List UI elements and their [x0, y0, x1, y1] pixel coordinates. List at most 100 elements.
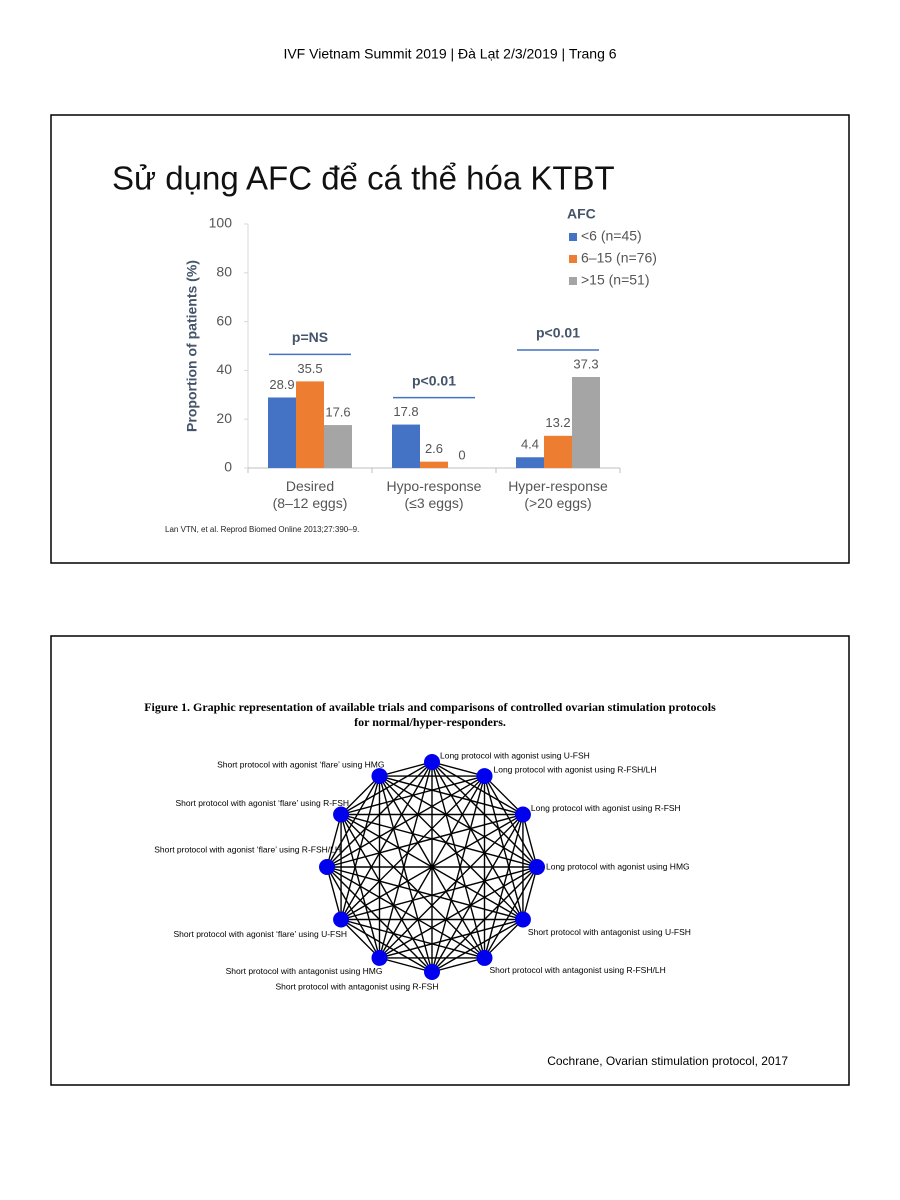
edge [431, 761, 485, 777]
edge [522, 814, 538, 868]
edge [340, 918, 433, 973]
edge [340, 775, 380, 815]
node-label: Long protocol with agonist using HMG [546, 861, 690, 871]
edge [431, 957, 485, 973]
node [371, 768, 388, 785]
annotation: p<0.01 [536, 325, 580, 341]
legend-label: 6–15 (n=76) [581, 250, 657, 266]
edge [326, 866, 524, 921]
edge [340, 814, 485, 959]
data-label: 37.3 [573, 356, 598, 371]
y-axis-label: Proportion of patients (%) [184, 260, 200, 432]
edge [378, 775, 433, 973]
slide-frame [50, 114, 850, 564]
node [514, 806, 531, 823]
y-tick-label: 20 [216, 410, 232, 426]
data-label: 13.2 [545, 415, 570, 430]
edge [340, 919, 380, 959]
node [319, 859, 335, 875]
node [333, 911, 350, 928]
data-label: 17.6 [325, 404, 350, 419]
x-tick-label: Hyper-response (>20 eggs) [508, 478, 608, 511]
edge [340, 813, 538, 868]
node-label: Short protocol with antagonist using R-F… [490, 965, 666, 975]
annotation: p<0.01 [412, 372, 456, 388]
edge [379, 775, 538, 868]
node [529, 859, 545, 875]
y-tick-label: 60 [216, 312, 232, 328]
node-label: Short protocol with agonist ‘flare’ usin… [154, 844, 341, 854]
node-label: Long protocol with agonist using U-FSH [440, 750, 590, 760]
data-label: 2.6 [425, 441, 443, 456]
node-label: Short protocol with agonist ‘flare’ usin… [174, 929, 348, 939]
y-tick-label: 80 [216, 264, 232, 280]
citation: Lan VTN, et al. Reprod Biomed Online 201… [165, 525, 359, 534]
edge [379, 957, 433, 973]
edge [379, 775, 524, 920]
node [514, 911, 531, 928]
page-header: IVF Vietnam Summit 2019 | Đà Lạt 2/3/201… [283, 46, 616, 62]
node [424, 754, 440, 770]
data-label: 0 [458, 447, 465, 462]
legend-label: >15 (n=51) [581, 272, 650, 288]
slide-title: Sử dụng AFC để cá thể hóa KTBT [112, 160, 615, 197]
bar [296, 381, 324, 468]
legend-title: AFC [567, 206, 596, 222]
edge [379, 761, 433, 777]
data-label: 17.8 [393, 404, 418, 419]
bar [392, 424, 420, 468]
figure-caption: Figure 1. Graphic representation of avai… [144, 700, 716, 729]
bar [420, 461, 448, 468]
node [371, 949, 388, 966]
edge [378, 775, 486, 959]
node [476, 768, 493, 785]
edge [378, 761, 433, 959]
legend-swatch [569, 277, 577, 285]
edge [522, 866, 538, 920]
y-tick-label: 40 [216, 361, 232, 377]
node [333, 806, 350, 823]
data-label: 4.4 [521, 437, 539, 452]
edge [379, 775, 524, 816]
y-tick-label: 0 [224, 459, 232, 475]
edge [326, 775, 381, 868]
edge [340, 866, 538, 921]
edge [326, 866, 342, 920]
edge [340, 775, 485, 920]
edge [431, 775, 486, 973]
edge [326, 866, 381, 959]
legend-swatch [569, 255, 577, 263]
source: Cochrane, Ovarian stimulation protocol, … [547, 1054, 788, 1068]
edge [326, 814, 342, 868]
node-label: Short protocol with agonist ‘flare’ usin… [176, 798, 350, 808]
node-label: Long protocol with agonist using R-FSH [531, 803, 681, 813]
edge [484, 775, 524, 815]
annotation: p=NS [292, 329, 328, 345]
node [476, 949, 493, 966]
edge [340, 814, 381, 959]
bar [324, 425, 352, 468]
slide-frame [50, 635, 850, 1086]
node [424, 964, 440, 980]
bar [268, 397, 296, 468]
node-label: Short protocol with antagonist using R-F… [276, 981, 439, 991]
edge [484, 919, 524, 959]
node-label: Short protocol with antagonist using U-F… [528, 927, 691, 937]
y-tick-label: 100 [209, 215, 233, 231]
x-tick-label: Hypo-response (≤3 eggs) [386, 478, 482, 511]
edge [340, 775, 381, 920]
edge [431, 761, 486, 959]
legend-swatch [569, 233, 577, 241]
data-label: 28.9 [269, 377, 294, 392]
node-label: Long protocol with agonist using R-FSH/L… [494, 764, 657, 774]
edge [340, 814, 433, 973]
edge [326, 866, 485, 959]
bar [544, 435, 572, 468]
bar [572, 376, 600, 468]
x-tick-label: Desired (8–12 eggs) [272, 478, 348, 511]
data-label: 35.5 [297, 361, 322, 376]
edge [326, 813, 524, 868]
edge [379, 814, 524, 959]
